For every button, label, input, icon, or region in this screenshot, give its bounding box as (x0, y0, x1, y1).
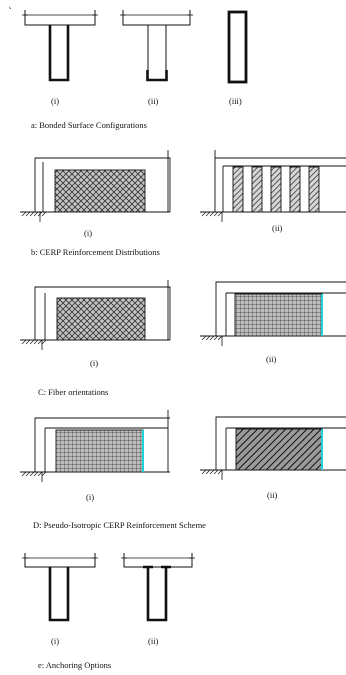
caption-c: C: Fiber orientations (38, 387, 109, 397)
beam-d-ii (200, 416, 346, 480)
t-beam-anchor-i (22, 553, 98, 622)
label-b-ii: (ii) (272, 223, 283, 233)
panel-d (20, 410, 346, 482)
panel-a (22, 10, 248, 84)
caption-a: a: Bonded Surface Configurations (31, 120, 147, 130)
label-a-ii: (ii) (148, 96, 159, 106)
t-beam-ii (120, 10, 193, 82)
label-c-ii: (ii) (266, 354, 277, 364)
t-beam-i (22, 10, 98, 82)
label-d-ii: (ii) (267, 490, 278, 500)
caption-b: b: CERP Reinforcement Distributions (31, 247, 160, 257)
corner-mark (9, 6, 11, 9)
caption-e: e: Anchoring Options (38, 660, 112, 670)
panel-e (22, 553, 195, 622)
panel-b (20, 150, 346, 222)
label-e-ii: (ii) (148, 636, 159, 646)
label-e-i: (i) (51, 636, 60, 646)
beam-c-i (20, 280, 171, 350)
label-a-i: (i) (51, 96, 60, 106)
t-beam-anchor-ii (121, 553, 195, 622)
label-d-i: (i) (86, 492, 95, 502)
panel-c (20, 280, 346, 350)
beam-b-ii (200, 150, 346, 222)
label-b-i: (i) (84, 228, 93, 238)
beam-b-i (20, 150, 171, 222)
label-c-i: (i) (90, 358, 99, 368)
caption-d: D: Pseudo-Isotropic CERP Reinforcement S… (33, 520, 206, 530)
beam-d-i (20, 410, 170, 482)
rect-section-iii (227, 10, 248, 84)
label-a-iii: (iii) (229, 96, 242, 106)
beam-c-ii (200, 281, 346, 346)
